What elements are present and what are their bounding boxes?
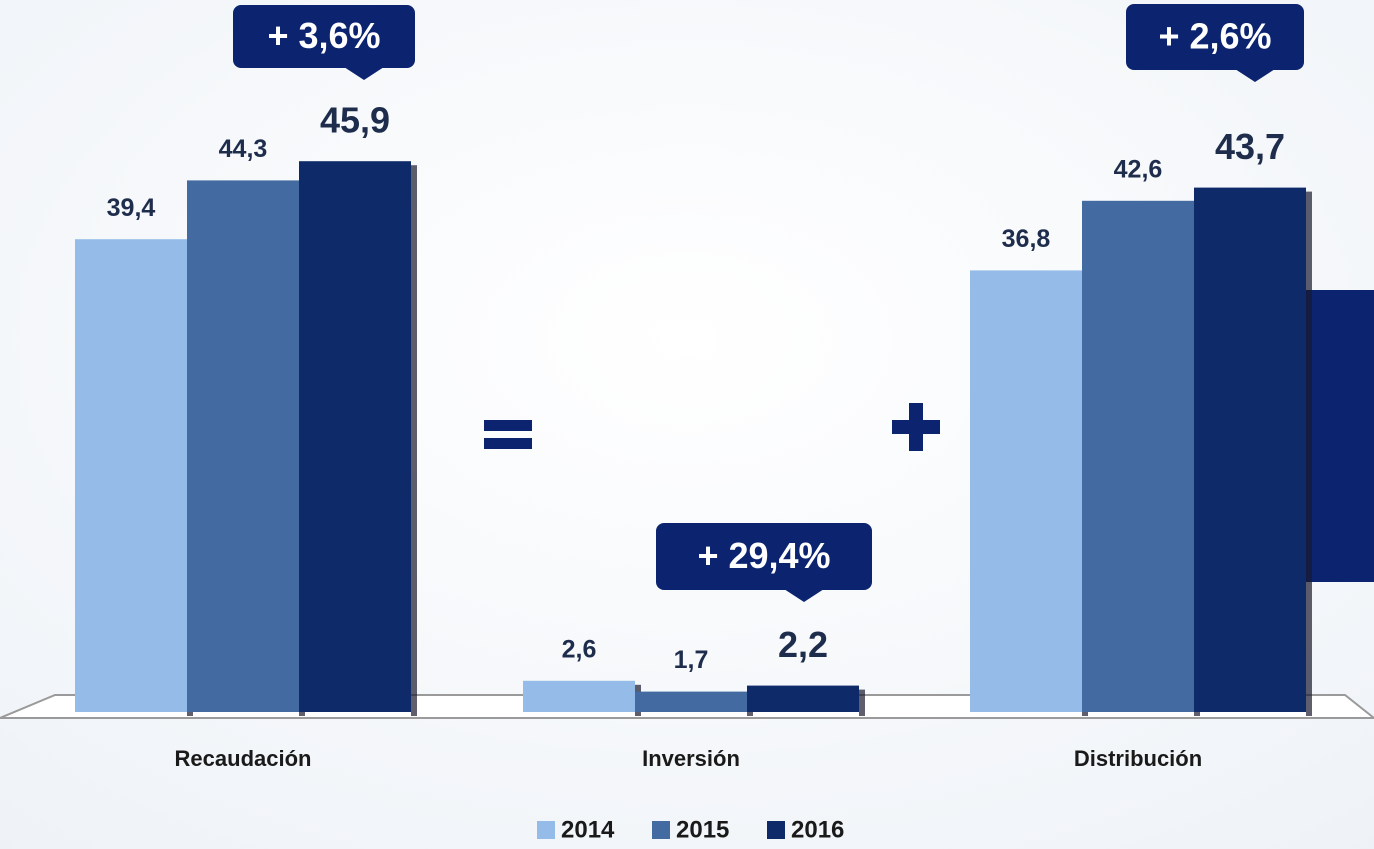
equals-sign [484, 420, 532, 431]
value-label: 2,6 [562, 635, 597, 663]
value-label: 36,8 [1002, 225, 1051, 253]
bar [1194, 187, 1306, 713]
bar [299, 161, 411, 712]
callout-pointer [1235, 69, 1275, 82]
legend-label: 2015 [676, 816, 729, 843]
bar [747, 685, 859, 712]
callout [656, 523, 872, 590]
callout [233, 5, 415, 68]
x-tick-label: Recaudación [175, 746, 312, 771]
bar [1082, 200, 1194, 713]
value-label: 42,6 [1114, 155, 1163, 183]
x-tick-label: Distribución [1074, 746, 1202, 771]
bar [970, 270, 1082, 712]
bar-side [859, 689, 865, 716]
callout-pointer [784, 589, 824, 602]
bar-side [1306, 191, 1312, 717]
value-label: 45,9 [320, 100, 390, 141]
legend-label: 2016 [791, 816, 844, 843]
bar [635, 691, 747, 712]
callout-pointer [344, 67, 384, 80]
bar [523, 680, 635, 712]
value-label: 39,4 [107, 194, 156, 222]
value-label: 43,7 [1215, 126, 1285, 167]
legend-swatch [767, 821, 785, 839]
legend-label: 2014 [561, 816, 615, 843]
value-label: 44,3 [219, 135, 268, 163]
bar-side [411, 165, 417, 716]
bar [75, 239, 187, 712]
value-label: 1,7 [674, 646, 709, 674]
bar [187, 180, 299, 712]
annotation: + 29,4% [697, 535, 830, 576]
x-tick-label: Inversión [642, 746, 740, 771]
legend-swatch [537, 821, 555, 839]
annotation: + 3,6% [267, 15, 380, 56]
plus-sign [909, 403, 923, 451]
annotation: + 2,6% [1158, 16, 1271, 57]
callout [1126, 4, 1304, 70]
equals-sign [484, 438, 532, 449]
decoration [1305, 290, 1374, 582]
legend-swatch [652, 821, 670, 839]
value-label: 2,2 [778, 624, 828, 665]
